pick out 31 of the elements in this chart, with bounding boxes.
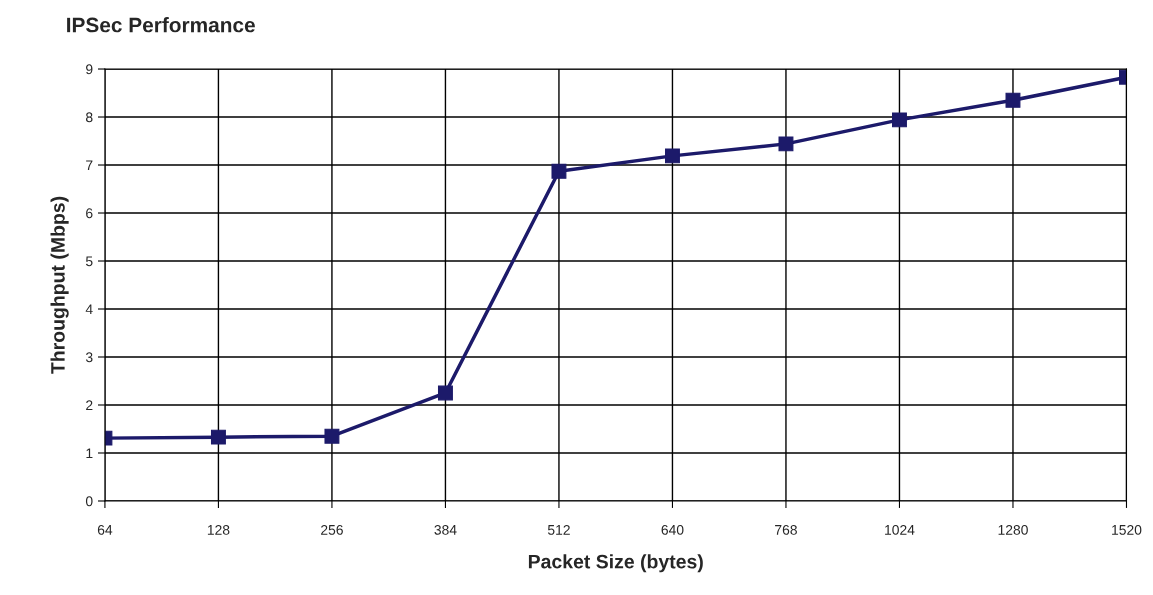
point bbox=[324, 428, 340, 444]
chart-title: IPSec Performance bbox=[67, 17, 255, 33]
x-axis-title: Packet Size (bytes) bbox=[528, 554, 703, 573]
y-axis-title: Throughput (Mbps) bbox=[50, 196, 69, 374]
y-tick-label: 8 bbox=[86, 112, 93, 123]
y-tick-label: 0 bbox=[85, 496, 93, 507]
y-tick-label: 5 bbox=[85, 256, 93, 267]
x-tick-label: 1024 bbox=[885, 524, 915, 535]
y-tick-label: 6 bbox=[86, 208, 93, 219]
y-tick-label: 4 bbox=[85, 304, 93, 315]
x-tick-label: 64 bbox=[97, 524, 113, 535]
point bbox=[664, 148, 680, 164]
point bbox=[437, 385, 453, 401]
y-tick-label: 7 bbox=[86, 160, 93, 171]
point bbox=[892, 112, 907, 128]
point bbox=[551, 163, 567, 179]
x-tick-label: 128 bbox=[207, 524, 230, 535]
x-tick-label: 256 bbox=[321, 524, 343, 535]
x-tick-label: 768 bbox=[775, 524, 797, 535]
point bbox=[210, 429, 226, 445]
y-tick-label: 1 bbox=[86, 448, 93, 459]
y-tick-label: 3 bbox=[85, 352, 93, 363]
y-tick-label: 2 bbox=[86, 400, 93, 411]
x-tick-label: 1280 bbox=[998, 524, 1028, 535]
point bbox=[778, 136, 794, 152]
point bbox=[1005, 92, 1021, 108]
x-tick-label: 512 bbox=[547, 524, 570, 535]
x-tick-label: 1520 bbox=[1112, 524, 1142, 535]
x-tick-label: 640 bbox=[661, 524, 684, 535]
x-tick-label: 384 bbox=[434, 524, 457, 535]
y-tick-label: 9 bbox=[86, 64, 93, 75]
